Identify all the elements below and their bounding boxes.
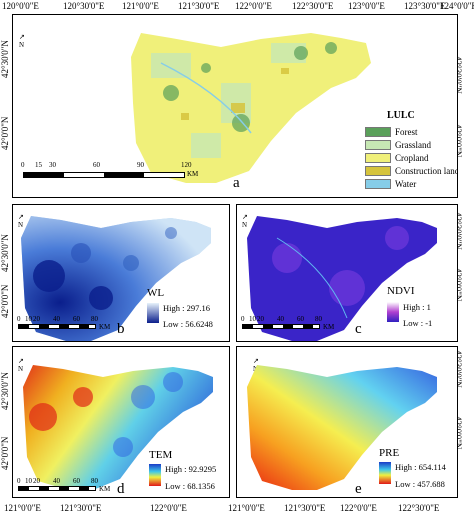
lon-label: 121°30'0"E — [60, 503, 102, 513]
lon-label: 124°0'0"E — [440, 1, 474, 11]
lon-label: 122°0'0"E — [150, 503, 187, 513]
lat-label: 42°30'0"N — [0, 372, 10, 410]
lulc-legend: LULC Forest Grassland Cropland Construct… — [365, 110, 457, 190]
legend-swatch — [365, 178, 391, 189]
small-scale-bar: 0 10 20 40 60 80 KM — [241, 315, 335, 331]
wl-region — [21, 216, 211, 341]
pre-colorbar — [379, 462, 391, 484]
lon-label: 121°30'0"E — [284, 503, 326, 513]
north-arrow-icon: ↗N — [18, 357, 24, 373]
lon-label: 123°0'0"E — [348, 1, 385, 11]
scale-bar: 0 15 30 60 90 120 KM — [21, 161, 199, 178]
lon-label: 122°0'0"E — [235, 1, 272, 11]
lat-label: 42°30'0"N — [0, 234, 10, 272]
lat-label: 42°0'0"N — [0, 116, 10, 150]
small-scale-bar: 0 10 20 40 60 80 KM — [17, 315, 111, 331]
panel-a-lulc-map: ↗ N LULC Forest Grassland Cropland Constr… — [12, 14, 458, 198]
north-arrow-icon: ↗N — [242, 213, 248, 229]
legend-swatch — [365, 165, 391, 176]
legend-swatch — [365, 126, 391, 137]
lon-label: 121°0'0"E — [4, 503, 41, 513]
lon-label: 120°30'0"E — [63, 1, 105, 11]
panel-label: a — [233, 175, 240, 191]
panel-b-wl-map: ↗ N WL High : 297.16 Low : 56.6248 0 10 2… — [12, 204, 230, 342]
legend-swatch — [365, 152, 391, 163]
legend-item-forest: Forest — [365, 125, 457, 138]
lon-label: 122°0'0"E — [340, 503, 377, 513]
pre-region — [247, 365, 437, 490]
lon-label: 121°0'0"E — [228, 503, 265, 513]
legend-swatch — [365, 139, 391, 150]
panel-d-tem-map: ↗ N TEM High : 92.9295 Low : 68.1356 0 10… — [12, 346, 230, 498]
north-arrow-icon: ↗N — [18, 213, 24, 229]
lon-label: 122°30'0"E — [398, 503, 440, 513]
lon-label: 122°30'0"E — [292, 1, 334, 11]
panel-c-ndvi-map: ↗ N NDVI High : 1 Low : -1 0 10 20 40 60 … — [236, 204, 458, 342]
north-arrow-icon: ↗N — [19, 33, 25, 49]
tem-region — [23, 365, 213, 490]
lon-label: 121°30'0"E — [178, 1, 220, 11]
panel-label: d — [117, 481, 125, 497]
legend-item-cropland: Cropland — [365, 151, 457, 164]
lat-label: 42°0'0"N — [0, 436, 10, 470]
panel-label: b — [117, 321, 125, 337]
panel-label: e — [355, 481, 362, 497]
legend-item-construction: Construction land — [365, 164, 457, 177]
panel-label: c — [355, 321, 362, 337]
ndvi-region — [247, 216, 437, 341]
lon-label: 123°30'0"E — [404, 1, 446, 11]
panel-e-pre-map: ↗N PRE High : 654.114 Low : 457.688 e — [236, 346, 458, 498]
lat-label: 42°30'0"N — [0, 40, 10, 78]
small-scale-bar: 0 10 20 40 60 80 KM — [17, 477, 111, 493]
ndvi-colorbar — [387, 302, 399, 322]
lat-label: 42°0'0"N — [0, 284, 10, 318]
lon-label: 120°0'0"E — [2, 1, 39, 11]
legend-item-water: Water — [365, 177, 457, 190]
wl-colorbar — [147, 303, 159, 323]
legend-title: LULC — [387, 110, 415, 121]
tem-colorbar — [149, 464, 161, 486]
lon-label: 121°0'0"E — [122, 1, 159, 11]
lulc-region — [131, 33, 371, 183]
legend-item-grassland: Grassland — [365, 138, 457, 151]
